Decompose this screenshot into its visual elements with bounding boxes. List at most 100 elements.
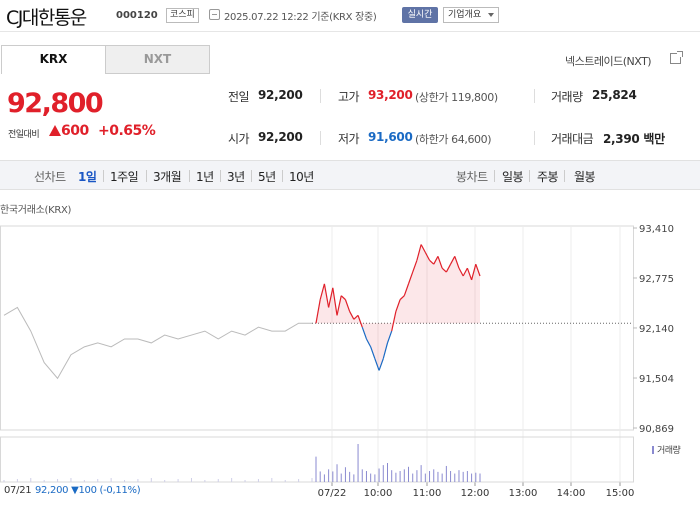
y-tick-label: 93,410 (639, 224, 674, 235)
divider (529, 170, 530, 182)
price-line-up (466, 267, 473, 281)
divider (189, 170, 190, 182)
open-value: 92,200 (258, 130, 303, 144)
price-line-up (344, 299, 351, 312)
current-price: 92,800 (7, 88, 104, 119)
period-1d[interactable]: 1일 (78, 170, 97, 184)
period-1w[interactable]: 1주일 (110, 170, 139, 184)
volume-frame (0, 436, 634, 483)
divider (534, 131, 535, 145)
price-line-up (445, 263, 452, 273)
nextrade-link[interactable]: 넥스트레이드(NXT) (565, 55, 652, 68)
x-tick-label: 07/22 (318, 488, 347, 499)
price-line-up (412, 260, 418, 273)
volume-label: 거래량 (551, 90, 583, 104)
price-line-up (319, 283, 325, 300)
candle-monthly[interactable]: 월봉 (574, 170, 596, 184)
prev-close-value: 92,200 (258, 88, 303, 102)
low-label: 저가 (338, 132, 360, 146)
divider (320, 89, 321, 103)
plot-frame (0, 225, 634, 431)
price-line-up (315, 299, 321, 324)
external-link-icon[interactable] (670, 51, 683, 64)
price-line-down (378, 358, 384, 371)
x-tick-label: 11:00 (413, 488, 442, 499)
period-3m[interactable]: 3개월 (153, 170, 182, 184)
change-label: 전일대비 (8, 130, 40, 140)
divider (103, 170, 104, 182)
prev-day-summary: 92,200 ▼100 (-0,11%) (35, 485, 141, 496)
divider (282, 170, 283, 182)
price-change-percent: +0.65% (98, 123, 156, 139)
period-bar: 선차트 1일 1주일 3개월 1년 3년 5년 10년 봉차트 일봉 주봉 월봉 (0, 160, 700, 190)
x-tick-label: 13:00 (509, 488, 538, 499)
up-arrow-icon (49, 125, 61, 136)
price-line-up (395, 299, 401, 312)
volume-legend: 거래량 (652, 443, 681, 456)
y-tick-label: 91,504 (639, 374, 674, 385)
price-line-down (361, 326, 368, 340)
stock-name: CJ대한통운 (6, 7, 87, 29)
calendar-icon (209, 9, 220, 20)
price-line-up (403, 283, 410, 296)
price-line-down (386, 330, 393, 344)
y-tick-label: 90,869 (639, 424, 674, 435)
line-chart-label: 선차트 (34, 170, 66, 184)
price-line-up (357, 315, 363, 328)
trade-value: 2,390 백만 (603, 132, 665, 146)
company-overview-label: 기업개요 (448, 10, 482, 20)
x-tick-label: 14:00 (557, 488, 586, 499)
volume-value: 25,824 (592, 88, 637, 102)
period-3y[interactable]: 3년 (227, 170, 245, 184)
period-5y[interactable]: 5년 (258, 170, 276, 184)
chevron-down-icon (488, 13, 494, 17)
high-value: 93,200 (368, 88, 413, 102)
prev-day-line (3, 306, 312, 380)
price-line-down (374, 358, 380, 371)
x-tick-label: 15:00 (606, 488, 635, 499)
price-line-up (420, 244, 426, 253)
low-value: 91,600 (368, 130, 413, 144)
candle-daily[interactable]: 일봉 (502, 170, 524, 184)
price-line-up (323, 283, 330, 308)
prev-day-date: 07/21 (4, 485, 32, 496)
upper-limit: (상한가 119,800) (415, 91, 498, 104)
company-overview-dropdown[interactable]: 기업개요 (443, 7, 499, 23)
divider (534, 89, 535, 103)
period-1y[interactable]: 1년 (196, 170, 214, 184)
stock-code: 000120 (116, 10, 158, 21)
candle-weekly[interactable]: 주봉 (537, 170, 559, 184)
price-line-up (458, 267, 464, 277)
price-line-up (441, 267, 447, 273)
period-10y[interactable]: 10년 (289, 170, 314, 184)
price-line-up (332, 287, 338, 316)
open-label: 시가 (228, 132, 250, 146)
y-tick-label: 92,140 (639, 324, 674, 335)
exchange-label: 한국거래소(KRX) (0, 205, 72, 216)
quote-timestamp: 2025.07.22 12:22 기준(KRX 장중) (224, 12, 377, 23)
tab-nxt[interactable]: NXT (105, 45, 210, 74)
price-line-up (336, 295, 342, 316)
price-line-up (437, 256, 443, 269)
trade-value-label: 거래대금 (551, 132, 594, 146)
divider (564, 170, 565, 182)
divider (220, 170, 221, 182)
price-line-up (462, 267, 468, 277)
lower-limit: (하한가 64,600) (415, 133, 492, 146)
price-line-up (399, 295, 405, 301)
price-line-up (416, 244, 422, 261)
price-line-up (429, 259, 435, 265)
price-line-up (475, 264, 481, 277)
y-tick-label: 92,775 (639, 274, 674, 285)
price-line-up (353, 314, 359, 320)
price-line-up (471, 264, 477, 281)
price-line-up (391, 311, 397, 332)
market-badge: 코스피 (166, 8, 199, 23)
realtime-button[interactable]: 실시간 (402, 7, 438, 23)
stock-header: CJ대한통운 000120 코스피 2025.07.22 12:22 기준(KR… (0, 0, 700, 32)
x-tick-label: 10:00 (364, 488, 393, 499)
price-line-up (433, 256, 439, 265)
price-area (316, 244, 480, 371)
divider (320, 131, 321, 145)
